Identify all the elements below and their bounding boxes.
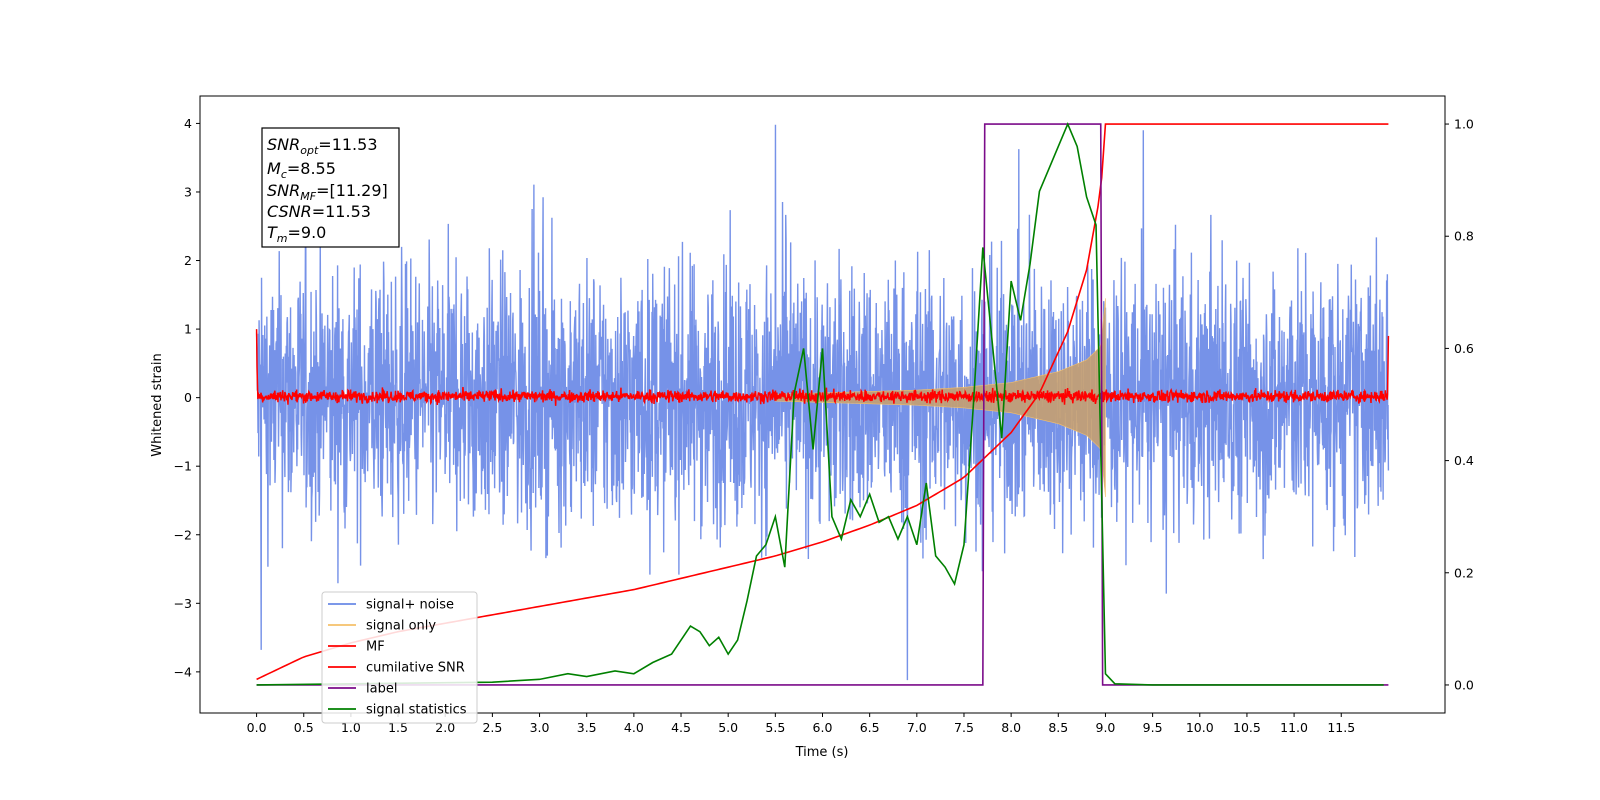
y-right-tick-label: 0.8 bbox=[1454, 229, 1474, 244]
x-tick-label: 9.5 bbox=[1143, 720, 1163, 735]
legend-label: label bbox=[366, 682, 397, 697]
mf-line bbox=[255, 329, 1390, 406]
x-axis-label: Time (s) bbox=[795, 745, 849, 760]
y-left-tick-label: 2 bbox=[184, 253, 192, 268]
x-tick-label: 5.0 bbox=[718, 720, 738, 735]
y-left-tick-label: 0 bbox=[184, 390, 192, 405]
signal-noise-series bbox=[255, 124, 1390, 681]
annotation-tm: Tm=9.0 bbox=[267, 223, 326, 245]
x-tick-label: 6.0 bbox=[813, 720, 833, 735]
legend-item: cumilative SNR bbox=[328, 661, 465, 676]
x-axis: 0.0 0.5 1.0 1.5 2.0 2.5 3.0 3.5 4.0 4.5 5.0 5.5 6.0 6… bbox=[247, 713, 1355, 735]
x-tick-label: 9.0 bbox=[1096, 720, 1116, 735]
annotation-snr-mf: SNRMF=[11.29] bbox=[267, 181, 388, 203]
annotation-csnr: CSNR=11.53 bbox=[267, 202, 371, 221]
x-tick-label: 3.0 bbox=[530, 720, 550, 735]
legend-label: signal+ noise bbox=[366, 598, 454, 613]
y-left-tick-label: −1 bbox=[174, 459, 192, 474]
legend: signal+ noise signal only MF cumilative SNR… bbox=[321, 591, 478, 724]
legend-label: cumilative SNR bbox=[366, 661, 465, 676]
y-right-tick-label: 0.4 bbox=[1454, 453, 1474, 468]
legend-item: signal+ noise bbox=[328, 598, 454, 613]
y-left-tick-label: 3 bbox=[184, 184, 192, 199]
x-tick-label: 10.0 bbox=[1186, 720, 1214, 735]
y-axis-right: 0.0 0.2 0.4 0.6 0.8 1.0 bbox=[1445, 117, 1474, 692]
legend-item: MF bbox=[328, 640, 385, 655]
x-tick-label: 5.5 bbox=[765, 720, 785, 735]
x-tick-label: 10.5 bbox=[1233, 720, 1261, 735]
y-left-tick-label: −3 bbox=[174, 596, 192, 611]
x-tick-label: 0.0 bbox=[247, 720, 267, 735]
y-left-tick-label: −2 bbox=[174, 527, 192, 542]
y-axis-label: Whitened strain bbox=[150, 353, 165, 456]
annotation-mc: Mc=8.55 bbox=[267, 159, 336, 181]
mf-series bbox=[255, 329, 1390, 406]
legend-label: signal only bbox=[366, 619, 436, 634]
legend-item: signal statistics bbox=[328, 703, 467, 718]
signal-statistics-series bbox=[256, 121, 1384, 686]
y-left-tick-label: −4 bbox=[174, 664, 192, 679]
x-tick-label: 11.0 bbox=[1280, 720, 1308, 735]
legend-label: signal statistics bbox=[366, 703, 467, 718]
y-right-tick-label: 0.2 bbox=[1454, 565, 1474, 580]
signal-noise-line bbox=[255, 124, 1390, 681]
x-tick-label: 8.0 bbox=[1001, 720, 1021, 735]
y-left-tick-label: 4 bbox=[184, 116, 192, 131]
y-left-tick-label: 1 bbox=[184, 322, 192, 337]
x-tick-label: 4.5 bbox=[671, 720, 691, 735]
x-tick-label: 1.5 bbox=[388, 720, 408, 735]
legend-label: MF bbox=[366, 640, 385, 655]
y-right-tick-label: 1.0 bbox=[1454, 117, 1474, 132]
legend-item: label bbox=[328, 682, 397, 697]
annotation-snr-opt: SNRopt=11.53 bbox=[267, 135, 378, 157]
x-tick-label: 4.0 bbox=[624, 720, 644, 735]
x-tick-label: 2.0 bbox=[435, 720, 455, 735]
x-tick-label: 3.5 bbox=[577, 720, 597, 735]
y-right-tick-label: 0.6 bbox=[1454, 341, 1474, 356]
y-right-tick-label: 0.0 bbox=[1454, 677, 1474, 692]
x-tick-label: 8.5 bbox=[1048, 720, 1068, 735]
signal-statistics-line bbox=[256, 121, 1384, 686]
x-tick-label: 11.5 bbox=[1327, 720, 1355, 735]
legend-frame bbox=[321, 591, 478, 724]
x-tick-label: 1.0 bbox=[341, 720, 361, 735]
x-tick-label: 0.5 bbox=[294, 720, 314, 735]
x-tick-label: 7.0 bbox=[907, 720, 927, 735]
x-tick-label: 7.5 bbox=[954, 720, 974, 735]
x-tick-label: 2.5 bbox=[482, 720, 502, 735]
annotation-box: SNRopt=11.53 Mc=8.55 SNRMF=[11.29] CSNR=… bbox=[261, 127, 400, 248]
annotation-frame bbox=[261, 127, 400, 248]
x-tick-label: 6.5 bbox=[860, 720, 880, 735]
legend-item: signal only bbox=[328, 619, 436, 634]
y-axis-left: −4 −3 −2 −1 0 1 2 3 4 bbox=[174, 116, 200, 679]
